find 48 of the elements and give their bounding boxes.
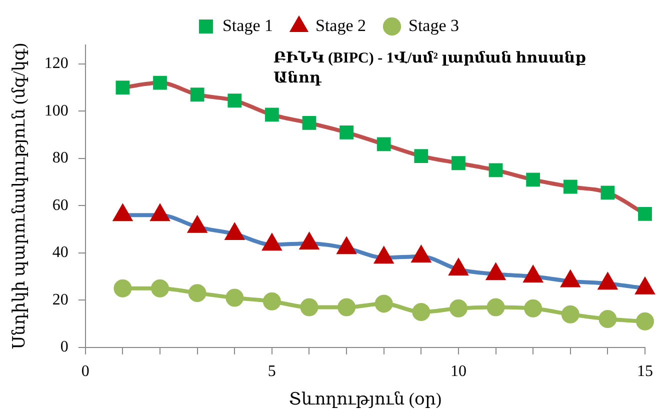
legend-label: Stage 1 <box>222 16 274 35</box>
point <box>153 76 167 90</box>
point <box>600 186 615 200</box>
point <box>488 163 503 178</box>
y-tick-label: 120 <box>44 55 68 72</box>
point <box>563 180 578 194</box>
point <box>226 288 244 307</box>
y-tick-label: 60 <box>52 196 68 214</box>
y-axis-title: Սնդիկի պարունակություն (մգ/կգ) <box>10 43 29 350</box>
y-tick-label: 100 <box>44 102 68 120</box>
point <box>302 116 316 130</box>
point <box>376 137 391 152</box>
legend-label: Stage 2 <box>315 16 366 35</box>
point <box>300 298 318 316</box>
point <box>449 299 468 318</box>
point <box>151 279 170 298</box>
point <box>114 279 132 298</box>
point <box>561 305 580 324</box>
point <box>188 284 206 302</box>
point <box>338 298 356 316</box>
point <box>486 298 505 316</box>
point <box>340 125 354 140</box>
point <box>116 80 130 94</box>
y-tick-label: 0 <box>60 338 68 356</box>
x-axis-title: Տևողություն (օր) <box>288 389 442 408</box>
point <box>526 172 540 187</box>
point <box>638 206 652 221</box>
point <box>264 108 279 122</box>
x-tick-label: 15 <box>637 363 653 380</box>
point <box>636 312 654 330</box>
point <box>412 302 430 321</box>
point <box>414 149 428 163</box>
point <box>374 294 393 313</box>
annotation: ԲԻՆԿ (BIPC) - 1Վ/սմ² լարման հոսանք <box>273 49 586 66</box>
y-tick-label: 20 <box>52 291 68 308</box>
x-tick-label: 5 <box>268 363 276 380</box>
annotation: Անոդ <box>273 70 322 86</box>
point <box>262 292 281 310</box>
point <box>190 88 204 102</box>
y-tick-label: 40 <box>52 244 68 262</box>
point <box>598 310 617 328</box>
legend-label: Stage 3 <box>408 16 460 35</box>
x-tick-label: 0 <box>81 363 90 380</box>
y-tick-label: 80 <box>52 150 68 167</box>
point <box>452 156 466 170</box>
point <box>524 299 542 318</box>
point <box>228 94 242 108</box>
x-tick-label: 10 <box>450 363 466 380</box>
